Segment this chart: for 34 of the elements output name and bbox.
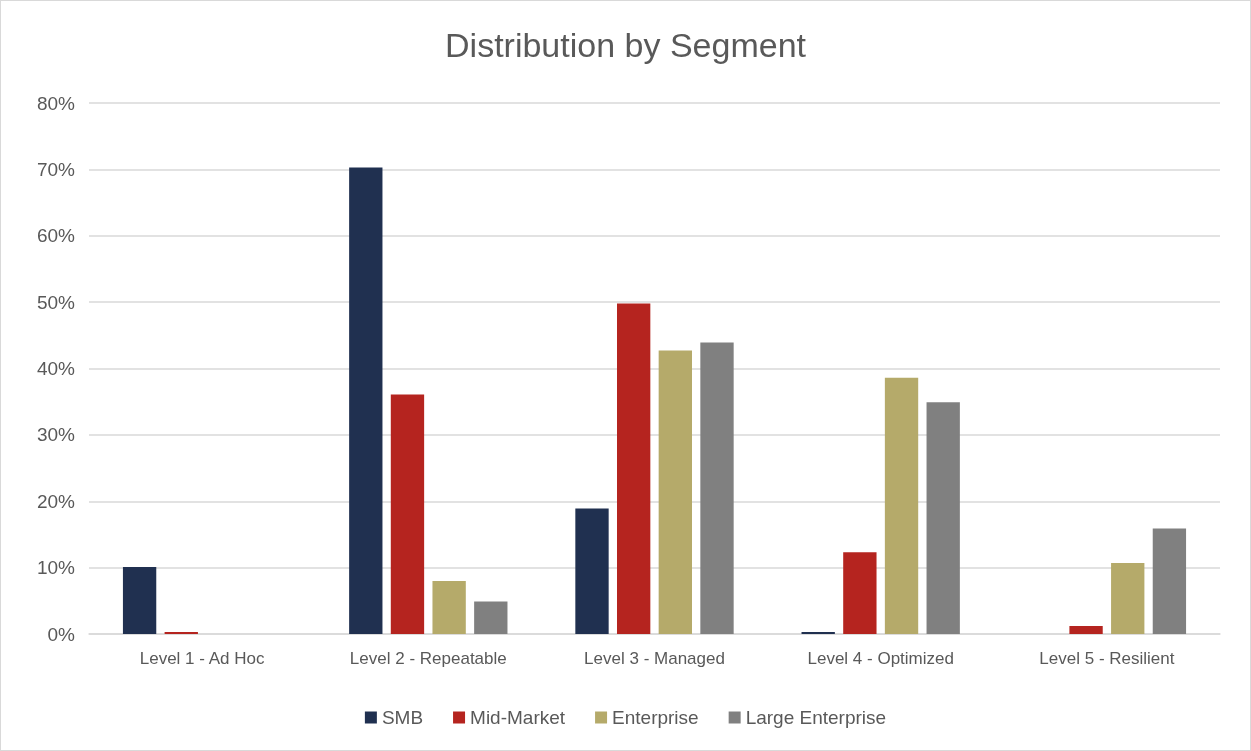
chart-title: Distribution by Segment — [445, 26, 807, 64]
legend-label: SMB — [381, 707, 424, 728]
legend-label: Mid-Market — [470, 707, 566, 728]
x-tick-label: Level 5 - Resilient — [1039, 649, 1175, 668]
bar — [575, 508, 609, 634]
bar — [658, 350, 692, 634]
y-tick-label: 10% — [36, 557, 76, 579]
bar — [617, 303, 651, 634]
y-tick-label: 0% — [47, 623, 76, 645]
y-tick-label: 80% — [36, 92, 76, 114]
bar — [1152, 528, 1187, 634]
y-tick-label: 70% — [36, 158, 76, 180]
y-tick-label: 20% — [36, 490, 76, 512]
y-tick-label: 60% — [36, 225, 76, 247]
y-tick-label: 40% — [36, 358, 76, 379]
y-tick-label: 30% — [36, 424, 76, 446]
bar — [843, 552, 877, 634]
bar — [432, 580, 466, 634]
x-tick-label: Level 2 - Repeatable — [349, 649, 507, 668]
bar — [700, 342, 734, 634]
bar — [926, 402, 960, 634]
bar — [390, 394, 425, 634]
bar — [884, 377, 919, 634]
x-tick-label: Level 4 - Optimized — [807, 649, 954, 668]
y-tick-label: 50% — [36, 291, 76, 313]
bar — [474, 601, 508, 634]
bar — [1069, 626, 1103, 634]
bar — [1111, 562, 1145, 634]
bar — [349, 167, 383, 634]
bar — [122, 566, 157, 634]
x-tick-label: Level 1 - Ad Hoc — [139, 649, 265, 668]
legend-label: Large Enterprise — [745, 707, 887, 728]
legend-label: Enterprise — [612, 707, 699, 728]
x-tick-label: Level 3 - Managed — [584, 649, 725, 668]
